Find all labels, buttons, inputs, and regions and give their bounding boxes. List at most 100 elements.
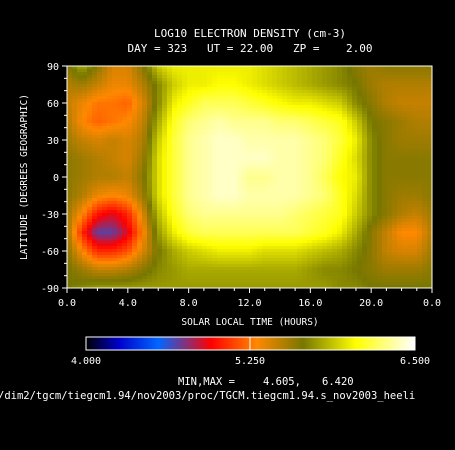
heatmap-cell [122, 129, 128, 133]
heatmap-cell [317, 156, 323, 160]
heatmap-cell [102, 264, 108, 268]
heatmap-cell [332, 264, 338, 268]
heatmap-cell [337, 228, 343, 232]
heatmap-cell [197, 252, 203, 256]
heatmap-cell [197, 96, 203, 100]
heatmap-cell [282, 84, 288, 88]
heatmap-cell [212, 120, 218, 124]
heatmap-cell [377, 141, 383, 145]
heatmap-cell [177, 159, 183, 163]
heatmap-cell [192, 87, 198, 91]
heatmap-cell [257, 180, 263, 184]
heatmap-cell [87, 180, 93, 184]
heatmap-cell [292, 102, 298, 106]
heatmap-cell [392, 162, 398, 166]
heatmap-cell [252, 237, 258, 241]
heatmap-cell [402, 207, 408, 211]
heatmap-cell [382, 114, 388, 118]
heatmap-cell [317, 249, 323, 253]
heatmap-cell [402, 84, 408, 88]
heatmap-cell [222, 90, 228, 94]
heatmap-cell [332, 216, 338, 220]
heatmap-cell [107, 264, 113, 268]
heatmap-cell [407, 150, 413, 154]
heatmap-cell [132, 213, 138, 217]
heatmap-cell [322, 249, 328, 253]
heatmap-cell [327, 213, 333, 217]
heatmap-cell [317, 198, 323, 202]
heatmap-cell [162, 144, 168, 148]
heatmap-cell [242, 198, 248, 202]
heatmap-cell [362, 66, 368, 70]
heatmap-cell [337, 120, 343, 124]
heatmap-cell [267, 144, 273, 148]
heatmap-cell [107, 126, 113, 130]
heatmap-cell [422, 132, 428, 136]
heatmap-cell [172, 249, 178, 253]
heatmap-cell [222, 138, 228, 142]
heatmap-cell [257, 114, 263, 118]
heatmap-cell [407, 204, 413, 208]
heatmap-cell [207, 141, 213, 145]
heatmap-cell [97, 132, 103, 136]
heatmap-cell [357, 132, 363, 136]
heatmap-cell [372, 204, 378, 208]
heatmap-cell [362, 252, 368, 256]
heatmap-cell [97, 207, 103, 211]
heatmap-cell [297, 153, 303, 157]
heatmap-cell [352, 216, 358, 220]
heatmap-cell [362, 90, 368, 94]
heatmap-cell [112, 93, 118, 97]
heatmap-cell [297, 105, 303, 109]
heatmap-cell [272, 123, 278, 127]
heatmap-cell [202, 201, 208, 205]
heatmap-cell [282, 156, 288, 160]
heatmap-cell [202, 270, 208, 274]
heatmap-cell [417, 225, 423, 229]
heatmap-cell [362, 213, 368, 217]
heatmap-cell [317, 252, 323, 256]
heatmap-cell [127, 132, 133, 136]
heatmap-cell [172, 225, 178, 229]
heatmap-cell [332, 213, 338, 217]
heatmap-cell [222, 132, 228, 136]
heatmap-cell [292, 147, 298, 151]
heatmap-cell [412, 186, 418, 190]
heatmap-cell [132, 93, 138, 97]
heatmap-cell [352, 111, 358, 115]
heatmap-cell [402, 237, 408, 241]
heatmap-cell [317, 204, 323, 208]
heatmap-cell [187, 222, 193, 226]
heatmap-cell [182, 234, 188, 238]
heatmap-cell [222, 240, 228, 244]
heatmap-cell [392, 207, 398, 211]
heatmap-cell [237, 159, 243, 163]
heatmap-cell [257, 90, 263, 94]
heatmap-cell [387, 168, 393, 172]
heatmap-cell [282, 198, 288, 202]
heatmap-cell [197, 102, 203, 106]
heatmap-cell [177, 144, 183, 148]
heatmap-cell [67, 240, 73, 244]
heatmap-cell [307, 219, 313, 223]
heatmap-cell [222, 111, 228, 115]
heatmap-cell [422, 162, 428, 166]
heatmap-cell [167, 123, 173, 127]
heatmap-cell [337, 114, 343, 118]
heatmap-cell [202, 195, 208, 199]
heatmap-cell [427, 237, 432, 241]
heatmap-cell [182, 147, 188, 151]
heatmap-cell [352, 204, 358, 208]
heatmap-cell [417, 132, 423, 136]
heatmap-cell [322, 162, 328, 166]
heatmap-cell [107, 177, 113, 181]
heatmap-cell [282, 114, 288, 118]
heatmap-cell [382, 105, 388, 109]
heatmap-cell [257, 156, 263, 160]
heatmap-cell [402, 228, 408, 232]
heatmap-cell [127, 96, 133, 100]
heatmap-cell [92, 132, 98, 136]
heatmap-cell [137, 87, 143, 91]
heatmap-cell [127, 135, 133, 139]
heatmap-cell [417, 264, 423, 268]
